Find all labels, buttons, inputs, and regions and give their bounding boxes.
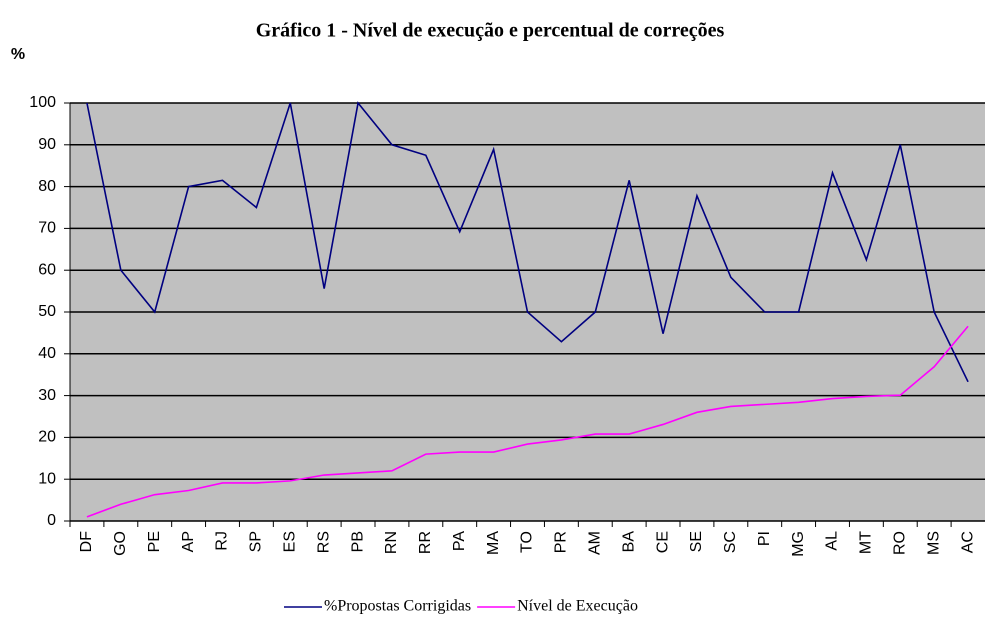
- x-tick-label: RS: [315, 531, 332, 553]
- x-tick-label: SP: [248, 531, 265, 552]
- x-tick-label: MA: [485, 531, 502, 555]
- x-tick-label: SE: [688, 531, 705, 552]
- y-tick-label: 0: [47, 512, 56, 529]
- x-tick-label: MG: [790, 531, 807, 557]
- x-tick-label: RJ: [214, 531, 231, 551]
- x-tick-label: RO: [891, 531, 908, 555]
- y-tick-label: 10: [38, 470, 56, 487]
- y-axis-label: %: [11, 46, 25, 63]
- y-tick-label: 30: [38, 387, 56, 404]
- x-tick-label: PR: [553, 531, 570, 553]
- x-tick-label: MT: [858, 531, 875, 554]
- legend-label: Nível de Execução: [517, 598, 638, 615]
- chart-title: Gráfico 1 - Nível de execução e percentu…: [256, 20, 725, 42]
- x-tick-label: AM: [586, 531, 603, 555]
- y-tick-label: 50: [38, 303, 56, 320]
- x-tick-label: SC: [722, 531, 739, 553]
- x-tick-label: TO: [519, 531, 536, 553]
- x-tick-label: DF: [78, 531, 95, 553]
- x-tick-label: GO: [112, 531, 129, 556]
- x-tick-label: BA: [620, 531, 637, 553]
- x-tick-label: PE: [146, 531, 163, 552]
- y-tick-label: 40: [38, 345, 56, 362]
- y-tick-label: 80: [38, 178, 56, 195]
- x-tick-label: AC: [959, 531, 976, 553]
- y-tick-label: 100: [29, 94, 56, 111]
- x-tick-label: MS: [925, 531, 942, 555]
- x-tick-label: CE: [654, 531, 671, 553]
- x-tick-label: PA: [451, 531, 468, 551]
- y-tick-label: 60: [38, 261, 56, 278]
- series-line: [86, 101, 969, 383]
- x-tick-label: AP: [180, 531, 197, 552]
- y-tick-label: 70: [38, 220, 56, 237]
- x-tick-label: RR: [417, 531, 434, 554]
- x-tick-label: ES: [281, 531, 298, 552]
- x-tick-label: PI: [756, 531, 773, 546]
- x-tick-label: RN: [383, 531, 400, 554]
- y-tick-label: 90: [38, 136, 56, 153]
- x-tick-label: AL: [824, 531, 841, 551]
- x-tick-label: PB: [349, 531, 366, 552]
- y-tick-label: 20: [38, 429, 56, 446]
- legend-label: %Propostas Corrigidas: [324, 598, 471, 615]
- series-line: [86, 325, 969, 518]
